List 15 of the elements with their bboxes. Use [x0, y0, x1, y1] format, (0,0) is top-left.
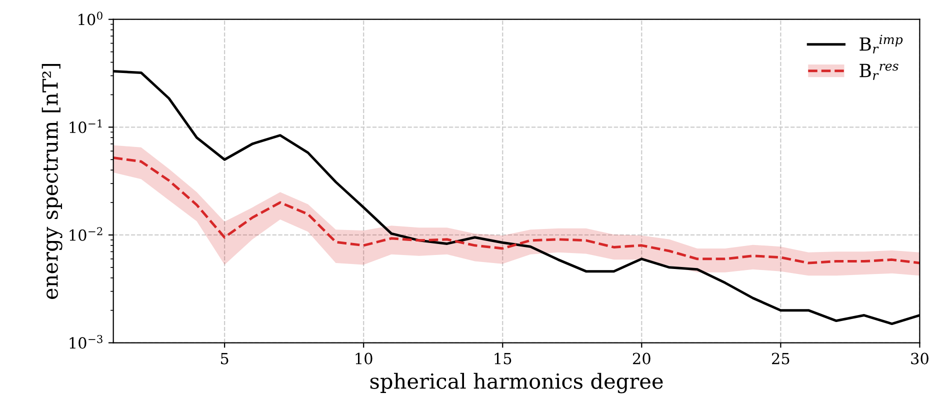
x-tick-label: 25 — [772, 352, 790, 364]
y-axis-title: energy spectrum [nT²] — [42, 64, 62, 299]
line-series — [113, 156, 920, 264]
x-tick-label: 20 — [632, 352, 650, 364]
x-tick-label: 5 — [221, 352, 228, 364]
x-tick-label: 10 — [356, 352, 372, 364]
y-tick-label: 10$^{−3}$ — [70, 334, 102, 349]
x-tick-label: 30 — [911, 352, 928, 364]
legend-label: B$_{r}$$^{res}$ — [860, 64, 898, 80]
x-tick-label: 15 — [494, 352, 512, 364]
y-tick-label: 10$^{0}$ — [78, 12, 102, 26]
legend-label: B$_{r}$$^{imp}$ — [860, 34, 903, 54]
x-axis-title: spherical harmonics degree — [370, 372, 663, 394]
y-tick-label: 10$^{−2}$ — [70, 227, 102, 241]
y-tick-label: 10$^{−1}$ — [70, 119, 102, 134]
